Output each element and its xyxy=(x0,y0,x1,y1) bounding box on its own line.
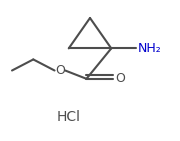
Text: HCl: HCl xyxy=(57,111,81,125)
Text: O: O xyxy=(115,72,125,85)
Text: O: O xyxy=(55,64,65,77)
Text: NH₂: NH₂ xyxy=(138,42,162,55)
